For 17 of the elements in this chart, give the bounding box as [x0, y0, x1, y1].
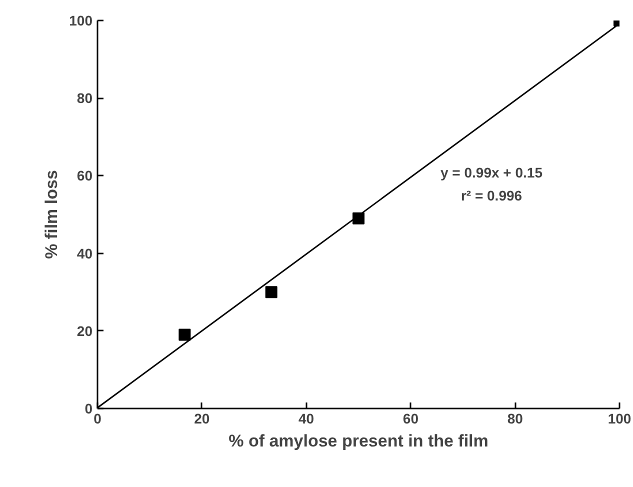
y-tick-label: 80 [76, 90, 93, 106]
x-tick-label: 20 [194, 410, 210, 426]
y-tick-label: 0 [84, 400, 93, 416]
y-tick-label: 40 [76, 245, 93, 262]
y-tick-label: 60 [76, 168, 93, 184]
y-tick-label: 20 [76, 322, 93, 339]
x-tick-label: 60 [402, 410, 419, 426]
annotation: y = 0.99x + 0.15 [440, 164, 543, 180]
y-axis-title: % film loss [42, 170, 62, 259]
annotation: r² = 0.996 [460, 188, 522, 204]
x-tick-label: 40 [298, 410, 314, 426]
point [178, 328, 191, 341]
x-tick-label: 80 [507, 410, 524, 426]
point [265, 286, 278, 298]
y-tick-label: 100 [69, 12, 93, 28]
x-axis-title: % of amylose present in the film [228, 432, 488, 450]
x-tick-label: 100 [608, 410, 632, 426]
